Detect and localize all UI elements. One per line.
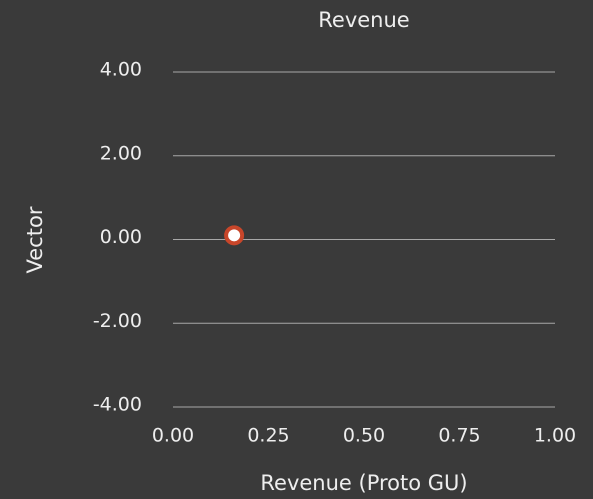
x-tick-label: 0.25 bbox=[247, 425, 289, 447]
y-tick-label: -2.00 bbox=[93, 310, 142, 332]
x-axis-label: Revenue (Proto GU) bbox=[260, 471, 467, 495]
chart-title: Revenue bbox=[318, 8, 409, 32]
y-tick-label: 2.00 bbox=[100, 142, 142, 164]
x-tick-label: 0.00 bbox=[152, 425, 194, 447]
y-tick-label: -4.00 bbox=[93, 394, 142, 416]
x-tick-label: 0.75 bbox=[438, 425, 480, 447]
y-axis-label: Vector bbox=[23, 206, 47, 273]
x-tick-label: 0.50 bbox=[343, 425, 385, 447]
y-tick-label: 4.00 bbox=[100, 59, 142, 81]
y-tick-label: 0.00 bbox=[100, 226, 142, 248]
point bbox=[224, 225, 245, 246]
x-tick-label: 1.00 bbox=[534, 425, 576, 447]
